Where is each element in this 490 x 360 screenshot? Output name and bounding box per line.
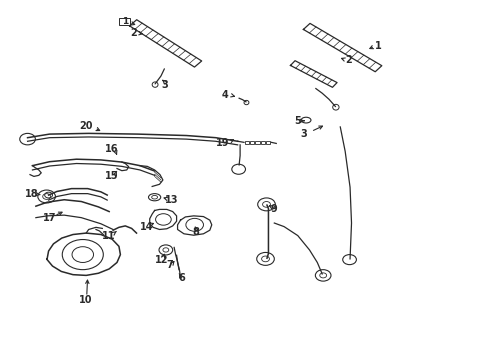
Text: 3: 3 [300, 129, 307, 139]
Text: 16: 16 [105, 144, 119, 154]
Text: 5: 5 [294, 116, 301, 126]
Text: 13: 13 [165, 195, 178, 205]
Text: 20: 20 [79, 121, 93, 131]
Bar [245, 141, 249, 144]
Text: 15: 15 [105, 171, 119, 181]
Bar [250, 141, 254, 144]
Bar [261, 141, 265, 144]
Text: 8: 8 [193, 227, 199, 237]
Bar [120, 18, 130, 25]
Text: 7: 7 [166, 260, 172, 270]
Text: 18: 18 [24, 189, 38, 199]
Text: 1: 1 [122, 17, 128, 26]
Text: 2: 2 [345, 55, 352, 65]
Text: 14: 14 [140, 222, 153, 231]
Text: 4: 4 [222, 90, 229, 100]
Text: 3: 3 [162, 80, 168, 90]
Text: 1: 1 [375, 41, 382, 51]
Text: 17: 17 [43, 213, 56, 223]
Text: 12: 12 [155, 255, 169, 265]
Text: 11: 11 [102, 231, 116, 240]
Bar [255, 141, 260, 144]
Text: 19: 19 [216, 139, 230, 148]
Text: 6: 6 [178, 273, 185, 283]
Text: 2: 2 [130, 28, 137, 38]
Text: 10: 10 [78, 295, 92, 305]
Text: 9: 9 [271, 204, 278, 214]
Bar [266, 141, 270, 144]
